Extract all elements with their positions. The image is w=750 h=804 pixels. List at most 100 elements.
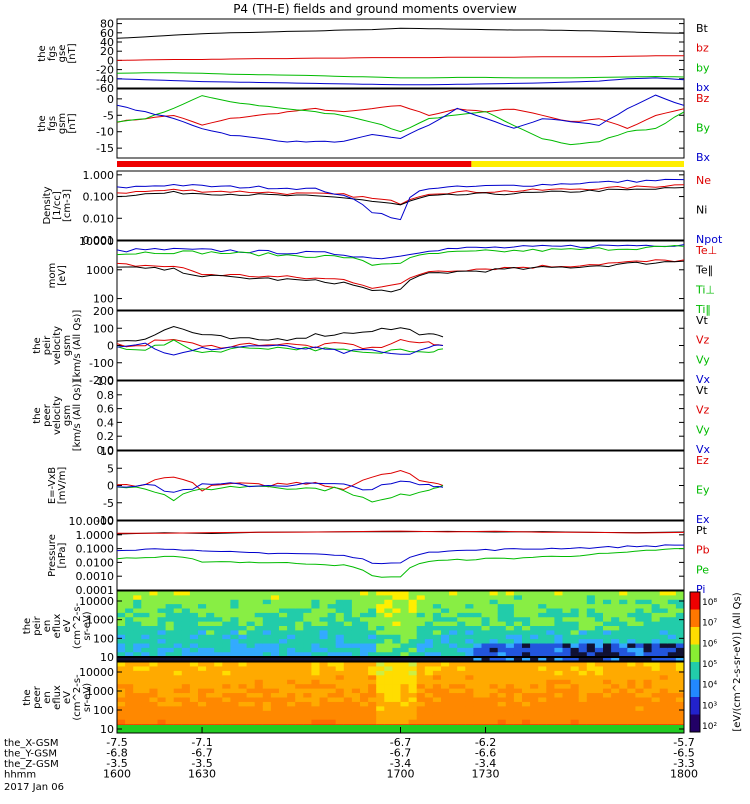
spectrogram-cell: [311, 591, 321, 596]
spectrogram-cell: [376, 612, 385, 618]
legend-Vy: Vy: [696, 423, 710, 436]
spectrogram-cell: [505, 670, 515, 676]
series-line-Ez: [117, 469, 444, 492]
y-axis-label: [1/cc]: [52, 191, 63, 220]
spectrogram-cell: [441, 670, 450, 676]
spectrogram-cell: [659, 684, 669, 690]
spectrogram-cell: [303, 599, 312, 605]
spectrogram-cell: [546, 710, 555, 716]
spectrogram-cell: [586, 639, 596, 645]
spectrogram-cell: [214, 697, 223, 703]
spectrogram-cell: [659, 599, 669, 605]
spectrogram-cell: [376, 693, 385, 699]
spectrogram-cell: [230, 621, 240, 627]
spectrogram-cell: [287, 706, 296, 712]
x-row-label: the_X-GSM: [4, 738, 58, 749]
spectrogram-cell: [279, 688, 288, 694]
spectrogram-cell: [562, 710, 572, 716]
spectrogram-cell: [416, 706, 426, 712]
spectrogram-cell: [376, 626, 385, 631]
spectrogram-cell: [270, 591, 280, 596]
spectrogram-cell: [392, 634, 402, 640]
spectrogram-cell: [603, 608, 612, 614]
spectrogram-cell: [117, 701, 126, 707]
spectrogram-cell: [206, 647, 215, 653]
spectrogram-cell: [173, 617, 183, 623]
spectrogram-cell: [149, 639, 159, 645]
spectrogram-cell: [473, 697, 483, 703]
spectrogram-cell: [181, 715, 191, 721]
spectrogram-cell: [368, 688, 377, 694]
colorbar-label: 10⁷: [702, 619, 717, 629]
y-axis-label: velocity: [52, 396, 63, 435]
spectrogram-cell: [125, 706, 134, 712]
spectrogram-cell: [473, 684, 483, 690]
spectrogram-cell: [125, 710, 134, 716]
spectrogram-cell: [578, 639, 588, 645]
spectrogram-cell: [117, 630, 126, 636]
spectrogram-cell: [368, 617, 377, 623]
spectrogram-cell: [667, 639, 677, 645]
spectrogram-cell: [513, 684, 523, 690]
series-line-bx: [117, 77, 684, 86]
spectrogram-cell: [214, 652, 223, 658]
spectrogram-cell: [133, 608, 142, 614]
y-tick-label: 0.010: [83, 212, 115, 225]
spectrogram-cell: [619, 693, 628, 699]
spectrogram-cell: [214, 647, 223, 653]
y-tick-label: -20: [96, 64, 114, 77]
spectrogram-cell: [343, 630, 353, 636]
spectrogram-cell: [246, 684, 256, 690]
spectrogram-cell: [522, 626, 531, 631]
spectrogram-cell: [335, 595, 345, 601]
spectrogram-cell: [125, 662, 134, 668]
spectrogram-cell: [327, 595, 337, 601]
spectrogram-cell: [343, 634, 353, 640]
spectrogram-cell: [570, 634, 580, 640]
spectrogram-cell: [497, 634, 507, 640]
spectrogram-cell: [222, 670, 231, 676]
spectrogram-cell: [327, 617, 337, 623]
spectrogram-cell: [157, 701, 167, 707]
spectrogram-cell: [643, 666, 653, 672]
spectrogram-cell: [360, 688, 369, 694]
spectrogram-cell: [473, 617, 483, 623]
spectrogram-cell: [335, 693, 345, 699]
spectrogram-cell: [392, 647, 402, 653]
spectrogram-cell: [522, 688, 531, 694]
spectrogram-cell: [594, 608, 604, 614]
spectrogram-cell: [157, 706, 167, 712]
spectrogram-cell: [246, 675, 256, 681]
spectrogram-cell: [643, 621, 653, 627]
series-line-Ey: [117, 485, 444, 503]
spectrogram-cell: [562, 608, 572, 614]
spectrogram-cell: [262, 630, 272, 636]
spectrogram-cell: [659, 612, 669, 618]
spectrogram-cell: [392, 706, 402, 712]
spectrogram-cell: [181, 639, 191, 645]
spectrogram-cell: [392, 656, 402, 661]
spectrogram-cell: [222, 684, 231, 690]
spectrogram-cell: [198, 608, 207, 614]
y-tick-label: 10000: [79, 666, 114, 679]
spectrogram-cell: [117, 656, 126, 661]
spectrogram-cell: [254, 684, 264, 690]
spectrogram-cell: [619, 715, 628, 721]
spectrogram-cell: [586, 715, 596, 721]
spectrogram-cell: [586, 710, 596, 716]
spectrogram-cell: [181, 643, 191, 649]
spectrogram-cell: [165, 710, 175, 716]
spectrogram-cell: [311, 599, 321, 605]
spectrogram-cell: [117, 684, 126, 690]
spectrogram-cell: [667, 608, 677, 614]
y-tick-label: 0.0001: [76, 584, 115, 597]
spectrogram-cell: [335, 617, 345, 623]
spectrogram-cell: [408, 697, 418, 703]
spectrogram-cell: [627, 666, 636, 672]
spectrogram-cell: [133, 656, 142, 661]
spectrogram-cell: [619, 643, 628, 649]
spectrogram-cell: [489, 688, 499, 694]
spectrogram-cell: [198, 647, 207, 653]
spectrogram-cell: [125, 621, 134, 627]
series-line-Npot: [117, 178, 684, 221]
